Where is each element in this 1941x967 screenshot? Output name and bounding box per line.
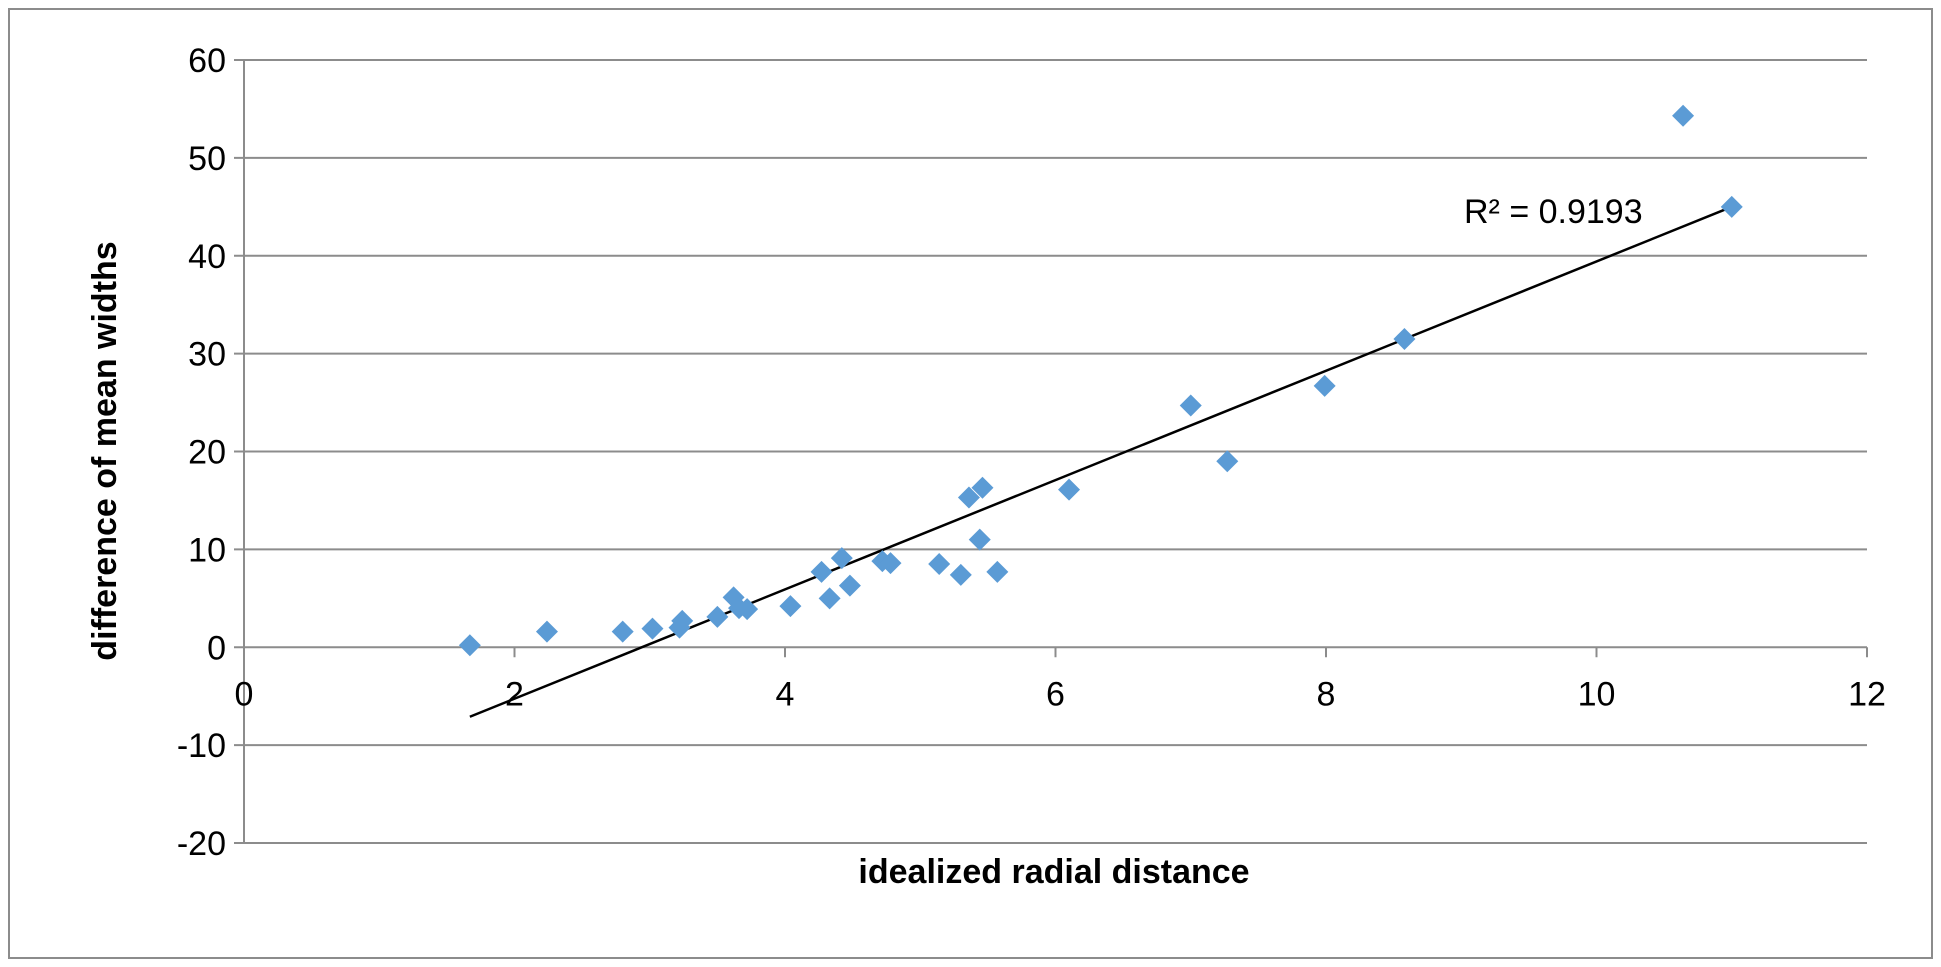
gridlines xyxy=(244,59,1867,844)
x-tick-label: 4 xyxy=(776,675,795,713)
data-point xyxy=(968,528,991,551)
y-tick-label: 30 xyxy=(188,336,226,374)
y-tick-label: 60 xyxy=(188,42,226,80)
x-tick-label: 0 xyxy=(235,675,254,713)
y-axis-title: difference of mean widths xyxy=(86,241,124,660)
x-tick-label: 12 xyxy=(1848,675,1886,713)
data-point xyxy=(1720,195,1743,218)
data-point xyxy=(1313,374,1336,397)
data-point xyxy=(611,620,634,643)
y-tick-label: -20 xyxy=(177,825,226,863)
y-tick-label: -10 xyxy=(177,727,226,765)
r2-annotation: R² = 0.9193 xyxy=(1464,193,1643,231)
y-tick-label: 40 xyxy=(188,238,226,276)
data-point xyxy=(1672,104,1695,127)
data-point xyxy=(879,552,902,575)
data-point xyxy=(830,547,853,570)
data-point xyxy=(671,609,694,632)
y-tick-label: 0 xyxy=(207,629,226,667)
data-point xyxy=(838,574,861,597)
y-tick-label: 50 xyxy=(188,140,226,178)
data-point xyxy=(949,563,972,586)
data-point xyxy=(986,560,1009,583)
data-point xyxy=(535,620,558,643)
x-axis-title: idealized radial distance xyxy=(858,853,1249,891)
data-point xyxy=(818,587,841,610)
trendline xyxy=(469,205,1733,718)
data-point xyxy=(1058,478,1081,501)
chart-frame: -20 -10 0 10 20 30 40 50 60 0 2 4 6 8 10 12 R² = 0.9193… xyxy=(8,8,1933,959)
data-point xyxy=(1393,327,1416,350)
x-tick-label: 10 xyxy=(1578,675,1616,713)
x-tick-label: 8 xyxy=(1317,675,1336,713)
data-point xyxy=(736,598,759,621)
y-tick-label: 10 xyxy=(188,531,226,569)
y-tick-label: 20 xyxy=(188,434,226,472)
data-point xyxy=(810,560,833,583)
data-point xyxy=(458,634,481,657)
trendline-layer xyxy=(469,205,1733,718)
x-tick-label: 2 xyxy=(505,675,524,713)
x-tick-label: 6 xyxy=(1046,675,1065,713)
data-point xyxy=(779,595,802,618)
data-point xyxy=(1179,394,1202,417)
data-point xyxy=(928,553,951,576)
data-point xyxy=(1216,450,1239,473)
data-point xyxy=(641,617,664,640)
data-point xyxy=(971,476,994,499)
data-point xyxy=(706,605,729,628)
axes xyxy=(234,59,1868,844)
data-points xyxy=(458,104,1743,657)
data-point xyxy=(957,486,980,509)
